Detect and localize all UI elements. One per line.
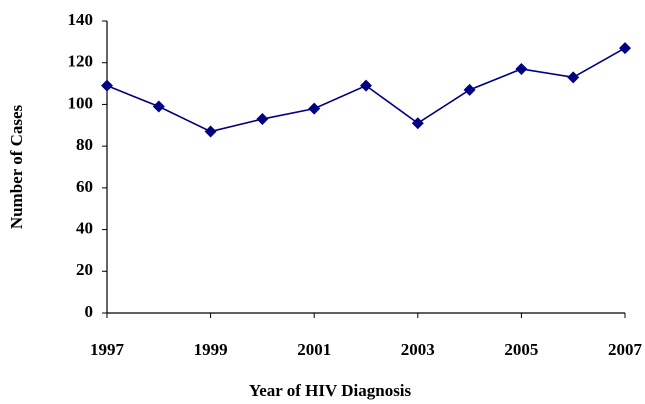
y-tick-label: 0 (85, 302, 94, 321)
marker (411, 117, 424, 130)
marker (101, 79, 113, 92)
y-axis-label: Number of Cases (7, 104, 26, 229)
marker (515, 62, 528, 75)
marker (204, 125, 217, 138)
marker (308, 102, 321, 115)
y-tick-label: 40 (76, 218, 93, 237)
y-tick-label: 120 (68, 52, 94, 71)
x-tick-label: 1997 (90, 340, 125, 359)
x-tick-label: 2005 (504, 340, 538, 359)
marker (567, 71, 580, 84)
x-tick-label: 2003 (401, 340, 435, 359)
x-tick-label: 2001 (297, 340, 331, 359)
y-tick-label: 80 (76, 135, 93, 154)
marker (152, 100, 165, 113)
marker (463, 83, 476, 96)
y-tick-label: 20 (76, 260, 93, 279)
y-tick-label: 60 (76, 177, 93, 196)
x-tick-label: 1999 (194, 340, 228, 359)
x-tick-label: 2007 (608, 340, 643, 359)
marker (256, 113, 269, 126)
x-axis-label: Year of HIV Diagnosis (249, 381, 412, 400)
y-tick-label: 100 (68, 93, 94, 112)
marker (619, 42, 631, 55)
y-tick-label: 140 (68, 10, 94, 29)
marker (360, 79, 372, 92)
